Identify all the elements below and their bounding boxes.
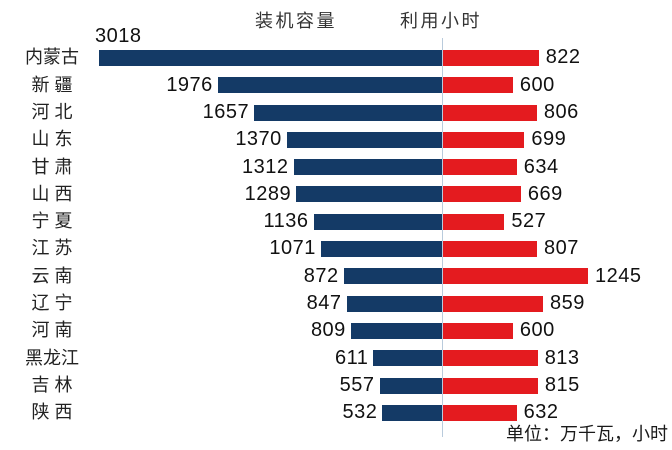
capacity-bar: [217, 77, 443, 94]
hours-value-label: 600: [519, 319, 555, 342]
capacity-bar: [99, 49, 443, 66]
capacity-value-label: 3018: [95, 25, 142, 48]
hours-bar: [443, 159, 517, 176]
category-label: 内蒙古: [25, 47, 79, 68]
category-label: 云 南: [31, 265, 73, 286]
capacity-bar: [254, 104, 443, 121]
hours-bar: [443, 77, 513, 94]
hours-bar: [443, 241, 537, 258]
chart-row: 云 南 872 1245: [0, 263, 672, 290]
capacity-bar: [286, 131, 443, 148]
capacity-value-label: 1312: [242, 155, 289, 178]
capacity-value-label: 1976: [166, 73, 213, 96]
category-label: 辽 宁: [31, 293, 73, 313]
capacity-bar: [382, 404, 443, 421]
hours-value-label: 1245: [595, 264, 642, 287]
capacity-value-label: 1289: [244, 182, 292, 205]
category-label: 吉 林: [31, 374, 73, 395]
hours-value-label: 815: [544, 373, 580, 396]
category-label: 山 西: [31, 183, 73, 204]
hours-value-label: 632: [523, 401, 559, 424]
hours-value-label: 600: [519, 73, 555, 96]
hours-value-label: 822: [545, 46, 581, 69]
chart-row: 山 东 1370 699: [0, 126, 672, 153]
hours-bar: [443, 404, 517, 421]
category-label: 江 苏: [31, 238, 73, 259]
chart-row: 河 南 809 600: [0, 317, 672, 344]
category-label: 山 东: [31, 129, 73, 150]
series-label-capacity: 装机容量: [255, 11, 337, 31]
capacity-value-label: 1136: [263, 210, 309, 233]
hours-bar: [443, 377, 538, 394]
series-label-hours: 利用小时: [400, 11, 482, 31]
hours-value-label: 669: [527, 182, 563, 205]
category-label: 陕 西: [31, 402, 73, 423]
hours-bar: [443, 213, 505, 230]
chart-row: 黑龙江 611 813: [0, 345, 672, 372]
chart-row: 陕 西 532 632: [0, 399, 672, 426]
chart-row: 吉 林 557 815: [0, 372, 672, 399]
hours-bar: [443, 49, 539, 66]
chart-row: 辽 宁 847 859: [0, 290, 672, 317]
hours-bar: [443, 268, 588, 285]
capacity-bar: [350, 322, 443, 339]
capacity-value-label: 1657: [202, 100, 250, 123]
category-label: 河 北: [31, 101, 73, 122]
capacity-bar: [313, 213, 443, 230]
category-label: 甘 肃: [31, 156, 73, 177]
capacity-value-label: 532: [342, 401, 378, 424]
category-label: 黑龙江: [25, 347, 79, 368]
chart-row: 山 西 1289 669: [0, 181, 672, 208]
hours-bar: [443, 186, 521, 203]
capacity-value-label: 611: [335, 346, 369, 369]
capacity-value-label: 809: [310, 319, 346, 342]
capacity-bar: [296, 186, 443, 203]
chart-row: 河 北 1657 806: [0, 99, 672, 126]
capacity-value-label: 1071: [269, 237, 316, 260]
hours-bar: [443, 350, 538, 367]
capacity-bar: [373, 350, 443, 367]
capacity-bar: [346, 295, 443, 312]
hours-value-label: 806: [543, 100, 579, 123]
chart-row: 甘 肃 1312 634: [0, 154, 672, 181]
capacity-bar: [343, 268, 443, 285]
chart-row: 新 疆 1976 600: [0, 72, 672, 99]
capacity-bar: [293, 159, 443, 176]
category-label: 新 疆: [31, 74, 73, 95]
hours-value-label: 807: [544, 237, 579, 260]
unit-note: 单位：万千瓦，小时: [506, 424, 668, 444]
capacity-bar: [379, 377, 443, 394]
hours-value-label: 527: [511, 210, 547, 233]
capacity-value-label: 557: [339, 373, 375, 396]
capacity-value-label: 847: [306, 292, 342, 314]
chart-row: 江 苏 1071 807: [0, 235, 672, 262]
chart-row: 宁 夏 1136 527: [0, 208, 672, 235]
hours-value-label: 699: [531, 128, 567, 151]
hours-bar: [443, 131, 525, 148]
hours-bar: [443, 104, 537, 121]
hours-bar: [443, 322, 513, 339]
hours-value-label: 634: [523, 155, 559, 178]
hours-value-label: 859: [550, 292, 585, 314]
capacity-value-label: 872: [303, 264, 339, 287]
category-label: 宁 夏: [31, 211, 73, 232]
capacity-bar: [320, 241, 443, 258]
capacity-value-label: 1370: [235, 128, 282, 151]
category-label: 河 南: [31, 320, 73, 341]
hours-value-label: 813: [544, 346, 580, 369]
chart-row: 内蒙古 3018 822: [0, 26, 672, 71]
center-axis-line: [442, 38, 443, 437]
hours-bar: [443, 295, 543, 312]
